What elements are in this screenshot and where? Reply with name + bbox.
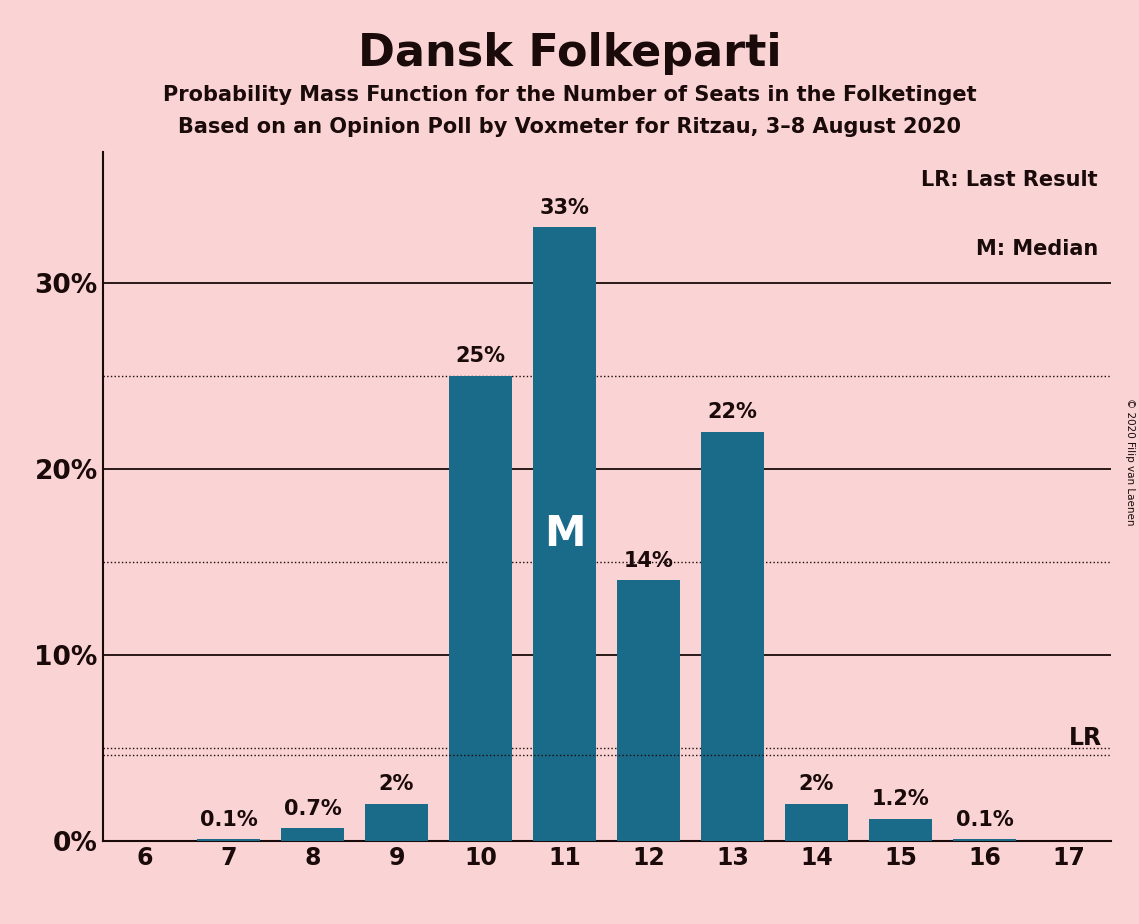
Bar — [869, 819, 932, 841]
Text: 2%: 2% — [379, 774, 415, 795]
Bar — [533, 227, 596, 841]
Text: 14%: 14% — [623, 551, 673, 571]
Text: 1.2%: 1.2% — [871, 789, 929, 809]
Text: 2%: 2% — [798, 774, 834, 795]
Bar — [197, 839, 260, 841]
Text: 22%: 22% — [707, 402, 757, 422]
Text: LR: Last Result: LR: Last Result — [921, 170, 1098, 189]
Text: 0.7%: 0.7% — [284, 798, 342, 819]
Text: 25%: 25% — [456, 346, 506, 367]
Text: Probability Mass Function for the Number of Seats in the Folketinget: Probability Mass Function for the Number… — [163, 85, 976, 105]
Bar — [281, 828, 344, 841]
Bar — [449, 376, 513, 841]
Bar — [700, 432, 764, 841]
Bar — [364, 804, 428, 841]
Text: © 2020 Filip van Laenen: © 2020 Filip van Laenen — [1125, 398, 1134, 526]
Text: LR: LR — [1070, 725, 1103, 749]
Text: M: M — [543, 513, 585, 554]
Text: Based on an Opinion Poll by Voxmeter for Ritzau, 3–8 August 2020: Based on an Opinion Poll by Voxmeter for… — [178, 117, 961, 138]
Bar — [953, 839, 1016, 841]
Text: 0.1%: 0.1% — [199, 809, 257, 830]
Bar — [617, 580, 680, 841]
Text: 0.1%: 0.1% — [956, 809, 1014, 830]
Text: M: Median: M: Median — [976, 238, 1098, 259]
Text: 33%: 33% — [540, 198, 590, 217]
Bar — [785, 804, 849, 841]
Text: Dansk Folkeparti: Dansk Folkeparti — [358, 32, 781, 76]
